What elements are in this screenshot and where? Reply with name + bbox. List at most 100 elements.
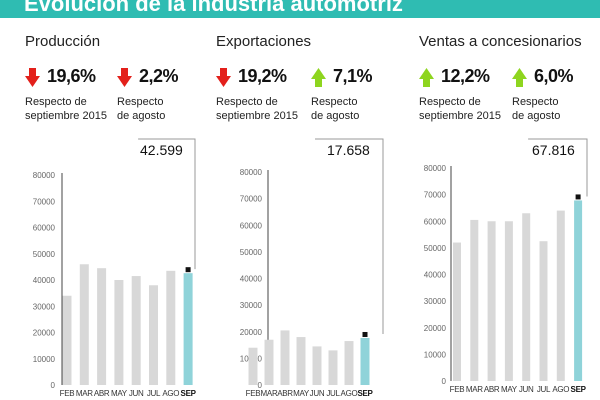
y-tick-label: 30000 xyxy=(240,301,263,310)
x-tick-label: ABR xyxy=(484,385,500,394)
y-tick-label: 80000 xyxy=(424,164,447,173)
stat-caption: Respecto de septiembre 2015 xyxy=(419,95,501,123)
x-tick-label: FEB xyxy=(246,389,261,398)
x-tick-label: MAR xyxy=(76,389,93,398)
stat-caption-line-2: de agosto xyxy=(117,110,166,122)
bar-jul xyxy=(328,350,338,385)
panel-title: Producción xyxy=(25,33,101,50)
stat-caption-line-1: Respecto de xyxy=(419,96,481,108)
callout-box-line xyxy=(138,138,196,161)
stat-value: 12,2% xyxy=(441,66,490,86)
bar-jun xyxy=(312,346,322,385)
arrow-down-icon xyxy=(216,68,231,87)
stat-caption: Respecto de agosto xyxy=(512,95,560,123)
panel-ventas: Ventas a concesionarios 12,2% Respecto d… xyxy=(400,18,600,400)
bar-jun xyxy=(131,276,141,385)
callout-marker xyxy=(575,194,581,200)
callout-value: 67.816 xyxy=(532,142,575,158)
y-tick-label: 30000 xyxy=(33,302,56,311)
x-tick-label: JUL xyxy=(147,389,161,398)
stat-caption-line-2: septiembre 2015 xyxy=(419,110,501,122)
y-tick-label: 60000 xyxy=(240,221,263,230)
x-tick-label: MAY xyxy=(293,389,310,398)
stat-value: 6,0% xyxy=(534,66,574,86)
x-tick-label: FEB xyxy=(60,389,75,398)
bar-may xyxy=(296,337,306,385)
arrow-down-icon xyxy=(117,68,132,87)
bar-abr xyxy=(487,221,496,381)
stat-caption-line-2: septiembre 2015 xyxy=(216,110,298,122)
y-tick-label: 70000 xyxy=(424,191,447,200)
stat-value: 7,1% xyxy=(333,66,373,86)
y-tick-label: 40000 xyxy=(33,276,56,285)
y-tick-label: 80000 xyxy=(33,171,56,180)
panel-produccion: Producción 19,6% Respecto de septiembre 2… xyxy=(0,18,200,400)
stat-caption: Respecto de septiembre 2015 xyxy=(25,95,107,123)
x-tick-label: AGO xyxy=(162,389,179,398)
x-tick-label: JUN xyxy=(310,389,325,398)
arrow-up-icon xyxy=(311,68,326,87)
stat-caption: Respecto de septiembre 2015 xyxy=(216,95,298,123)
y-tick-label: 60000 xyxy=(33,224,56,233)
bar-jul xyxy=(539,241,548,381)
y-tick-label: 10000 xyxy=(33,355,56,364)
bar-abr xyxy=(97,268,107,385)
chart-produccion: 0 10000 20000 30000 40000 50000 60000 70000 8000… xyxy=(33,138,197,398)
bar-sep xyxy=(574,200,583,381)
x-tick-label: FEB xyxy=(450,385,465,394)
bar-feb xyxy=(248,347,258,385)
y-tick-label: 40000 xyxy=(424,271,447,280)
y-tick-label: 80000 xyxy=(240,168,263,177)
x-tick-label: MAY xyxy=(501,385,518,394)
arrow-down-icon xyxy=(25,68,40,87)
x-tick-label: SEP xyxy=(571,385,587,394)
x-tick-label: MAR xyxy=(261,389,278,398)
y-tick-label: 70000 xyxy=(33,197,56,206)
x-tick-label: JUN xyxy=(519,385,534,394)
y-tick-label: 50000 xyxy=(240,248,263,257)
y-tick-label: 20000 xyxy=(240,328,263,337)
bar-mar xyxy=(470,219,479,381)
y-tick-label: 0 xyxy=(442,377,447,386)
bar-mar xyxy=(264,339,274,385)
bar-sep xyxy=(360,337,370,385)
bar-jun xyxy=(522,213,531,381)
bar-feb xyxy=(453,242,461,381)
x-tick-label: MAR xyxy=(466,385,483,394)
panel-title: Exportaciones xyxy=(216,33,312,50)
x-tick-label: MAY xyxy=(111,389,128,398)
stat-caption-line-1: Respecto xyxy=(311,96,358,108)
callout-box-line xyxy=(315,138,384,161)
x-tick-label: ABR xyxy=(277,389,293,398)
chart-ventas: 0 10000 20000 30000 40000 50000 60000 70000 8000… xyxy=(424,138,588,394)
bar-ago xyxy=(556,210,565,381)
y-tick-label: 30000 xyxy=(424,297,447,306)
callout-box-line xyxy=(528,138,588,161)
bar-sep xyxy=(183,273,193,385)
x-tick-label: ABR xyxy=(94,389,110,398)
bar-feb xyxy=(62,295,72,385)
arrow-up-icon xyxy=(419,68,434,87)
stat-caption-line-1: Respecto xyxy=(512,96,559,108)
stat-caption-line-2: de agosto xyxy=(311,110,360,122)
x-tick-label: AGO xyxy=(341,389,358,398)
stat-value: 2,2% xyxy=(139,66,179,86)
stat-caption-line-2: de agosto xyxy=(512,110,561,122)
y-tick-label: 70000 xyxy=(240,195,263,204)
x-tick-label: SEP xyxy=(181,389,197,398)
stat-caption: Respecto de agosto xyxy=(117,95,165,123)
y-tick-label: 20000 xyxy=(424,324,447,333)
y-tick-label: 20000 xyxy=(33,329,56,338)
bar-mar xyxy=(79,264,89,385)
x-tick-label: SEP xyxy=(357,389,373,398)
callout-value: 17.658 xyxy=(327,142,370,158)
panel-title: Ventas a concesionarios xyxy=(419,33,582,50)
x-tick-label: JUL xyxy=(537,385,551,394)
arrow-up-icon xyxy=(512,68,527,87)
panel-exportaciones: Exportaciones 19,2% Respecto de septiembr… xyxy=(200,18,400,400)
x-tick-label: AGO xyxy=(552,385,569,394)
y-tick-label: 50000 xyxy=(33,250,56,259)
x-tick-label: JUN xyxy=(129,389,144,398)
stat-value: 19,6% xyxy=(47,66,96,86)
stat-caption: Respecto de agosto xyxy=(311,95,359,123)
